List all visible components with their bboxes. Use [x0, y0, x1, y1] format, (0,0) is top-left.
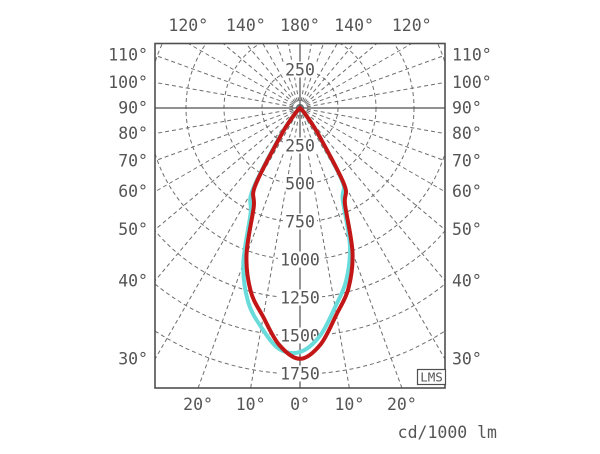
radial-tick-label: 1000	[280, 251, 320, 270]
radial-tick-label: 1500	[280, 327, 320, 346]
angle-label-left: 90°	[118, 99, 148, 118]
angle-label-top: 140°	[334, 16, 374, 35]
angle-label-left: 60°	[118, 182, 148, 201]
angle-label-right: 90°	[452, 99, 482, 118]
angle-label-left: 30°	[118, 350, 148, 369]
angle-label-top: 140°	[226, 16, 266, 35]
angle-label-top: 120°	[168, 16, 208, 35]
radial-tick-label-bg	[278, 365, 322, 382]
angle-label-top: 120°	[392, 16, 432, 35]
angle-label-top: 180°	[280, 16, 320, 35]
angle-label-left: 110°	[108, 46, 148, 65]
lms-badge-box	[416, 368, 447, 386]
radial-tick-label: 250	[285, 137, 315, 156]
angle-label-left: 40°	[118, 271, 148, 290]
angle-gridline	[299, 107, 445, 231]
angle-label-bottom: 20°	[183, 395, 213, 414]
angle-label-left: 100°	[108, 73, 148, 92]
radial-tick-label-bg	[283, 137, 317, 154]
radial-tick-label-bg	[278, 251, 322, 268]
angle-label-left: 50°	[118, 220, 148, 239]
radial-tick-label: 750	[285, 213, 315, 232]
angle-label-right: 80°	[452, 124, 482, 143]
angle-label-right: 40°	[452, 271, 482, 290]
radial-tick-label: 250	[285, 61, 315, 80]
angle-label-bottom: 20°	[387, 395, 417, 414]
radial-tick-label-bg	[283, 213, 317, 230]
angle-label-right: 50°	[452, 220, 482, 239]
angle-label-left: 80°	[118, 124, 148, 143]
units-label: cd/1000 lm	[398, 423, 497, 442]
angle-label-right: 70°	[452, 151, 482, 170]
radial-tick-label: 500	[285, 175, 315, 194]
plot-border	[154, 42, 446, 389]
intensity-curve-red	[244, 106, 355, 361]
angle-label-bottom: 10°	[236, 395, 266, 414]
angle-label-bottom: 10°	[334, 395, 364, 414]
radial-tick-label-bg	[283, 61, 317, 78]
angle-label-right: 100°	[452, 73, 492, 92]
angle-label-bottom: 0°	[290, 395, 310, 414]
radial-tick-label-bg	[278, 327, 322, 344]
angle-label-right: 110°	[452, 46, 492, 65]
angle-label-left: 70°	[118, 151, 148, 170]
angle-label-right: 30°	[452, 350, 482, 369]
angle-gridline	[155, 107, 301, 231]
radial-tick-label-bg	[278, 289, 322, 306]
lms-badge-label: LMS	[420, 370, 443, 385]
radial-tick-label: 1250	[280, 289, 320, 308]
radial-tick-label-bg	[283, 175, 317, 192]
angle-label-right: 60°	[452, 182, 482, 201]
radial-tick-label: 1750	[280, 365, 320, 384]
